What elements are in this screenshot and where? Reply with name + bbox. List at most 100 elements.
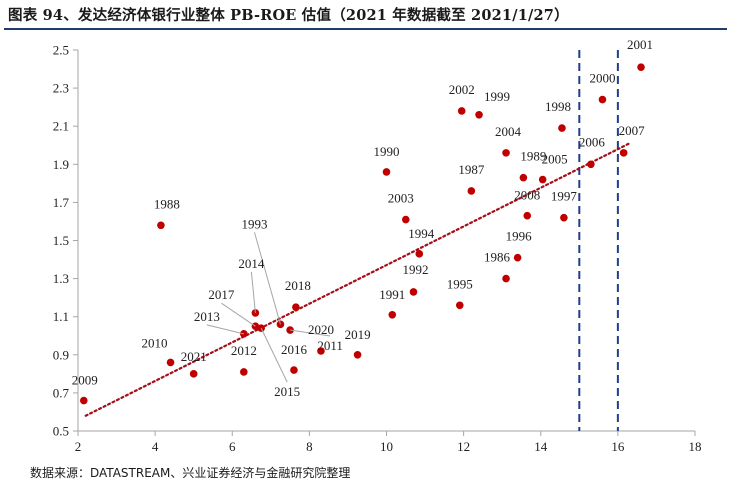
point-label-2013: 2013 [194,309,220,324]
point-label-1998: 1998 [545,99,571,114]
y-tick-label: 0.5 [53,424,69,439]
source-note: 数据来源：DATASTREAM、兴业证券经济与金融研究院整理 [30,466,351,480]
point-label-1993: 1993 [241,216,267,231]
point-label-2021: 2021 [181,349,207,364]
data-point-2001 [637,63,645,71]
data-point-1988 [157,221,165,230]
point-label-2001: 2001 [627,37,653,52]
data-point-2010 [166,358,175,367]
data-point-2019 [353,351,362,359]
x-tick-label: 16 [611,439,625,454]
point-label-2004: 2004 [495,124,522,139]
y-tick-label: 1.7 [53,195,70,210]
leader-line-2017 [221,302,256,327]
trendline-layer [84,50,631,431]
axes: 0.5 0.7 0.9 1.1 1.3 1.5 1.7 1.9 2.1 2.3 2.5 2 4 6 8 10 1… [53,43,702,455]
data-point-2005 [538,175,547,184]
data-point-2020 [317,347,325,355]
point-label-1987: 1987 [458,162,485,177]
x-tick-label: 18 [689,439,702,454]
point-label-1995: 1995 [447,276,473,291]
leader-line-2015 [260,327,288,383]
data-point-1996 [513,253,522,262]
point-label-1991: 1991 [379,287,405,302]
leader-line-1993 [253,232,281,325]
point-label-1994: 1994 [408,226,435,241]
data-point-2007 [619,149,628,157]
point-label-2008: 2008 [514,188,540,203]
point-label-2020: 2020 [308,322,334,337]
leader-line-2014 [250,271,256,313]
x-tick-label: 8 [306,439,313,454]
data-point-2018 [292,303,300,311]
point-label-1986: 1986 [484,250,511,265]
point-labels-layer: 1988 1990 1991 1992 1993 1994 1995 1996 1997 1998… [72,37,653,399]
point-label-1988: 1988 [154,196,180,211]
point-label-2005: 2005 [542,152,568,167]
data-point-2000 [598,95,607,104]
data-point-1999 [475,110,483,119]
data-point-2004 [502,149,510,157]
point-label-1992: 1992 [402,262,428,277]
pb-roe-scatter-chart: 0.5 0.7 0.9 1.1 1.3 1.5 1.7 1.9 2.1 2.3 2.5 2 4 6 8 10 1… [53,37,702,455]
point-label-2019: 2019 [345,327,371,342]
point-label-2016: 2016 [281,342,308,357]
data-point-2016 [290,366,298,374]
data-point-2003 [401,215,410,224]
data-point-2017 [251,322,260,331]
point-label-2017: 2017 [208,287,235,302]
data-point-2008 [523,211,532,220]
data-point-1997 [560,213,568,222]
data-point-1995 [455,301,464,310]
data-point-1990 [382,168,391,176]
y-tick-label: 1.9 [53,157,69,172]
y-tick-label: 2.1 [53,119,69,134]
data-point-2013 [240,330,248,338]
y-tick-label: 2.5 [53,43,69,58]
y-tick-label: 0.9 [53,347,69,362]
y-tick-label: 1.1 [53,309,69,324]
data-point-1991 [388,310,397,319]
x-tick-label: 14 [534,439,548,454]
point-label-2018: 2018 [285,278,311,293]
point-label-1989: 1989 [520,149,546,164]
point-label-1997: 1997 [551,189,578,204]
data-point-1998 [558,124,566,132]
point-label-2007: 2007 [619,123,646,138]
point-label-2006: 2006 [579,134,606,149]
point-label-2011: 2011 [317,338,343,353]
point-label-2012: 2012 [231,343,257,358]
title-divider [4,28,727,30]
data-point-2006 [587,160,595,169]
x-tick-label: 6 [229,439,236,454]
data-point-1989 [519,173,528,182]
x-tick-label: 12 [457,439,470,454]
y-tick-label: 0.7 [53,385,70,400]
trendline [84,142,631,417]
data-point-2021 [189,370,198,378]
point-label-2010: 2010 [142,335,168,350]
x-tick-label: 2 [75,439,82,454]
data-point-2009 [79,396,88,405]
leader-line-2013 [206,324,244,335]
point-label-1990: 1990 [374,144,400,159]
x-tick-label: 4 [152,439,159,454]
data-point-1994 [415,250,424,258]
point-label-2009: 2009 [72,373,98,388]
point-label-2014: 2014 [238,256,265,271]
point-label-2003: 2003 [388,191,414,206]
point-label-2002: 2002 [449,82,475,97]
chart-title: 图表 94、发达经济体银行业整体 PB-ROE 估值（2021 年数据截至 20… [8,7,569,24]
y-tick-label: 1.3 [53,271,69,286]
data-point-1987 [467,187,476,195]
points-layer [79,63,645,405]
point-label-2015: 2015 [274,384,300,399]
point-label-1996: 1996 [506,229,533,244]
data-point-2012 [240,368,248,376]
point-label-2000: 2000 [589,71,615,86]
data-point-1992 [409,288,418,296]
data-point-1986 [502,274,510,283]
y-tick-label: 2.3 [53,81,69,96]
leader-line-2011 [290,329,331,337]
y-tick-label: 1.5 [53,233,69,248]
